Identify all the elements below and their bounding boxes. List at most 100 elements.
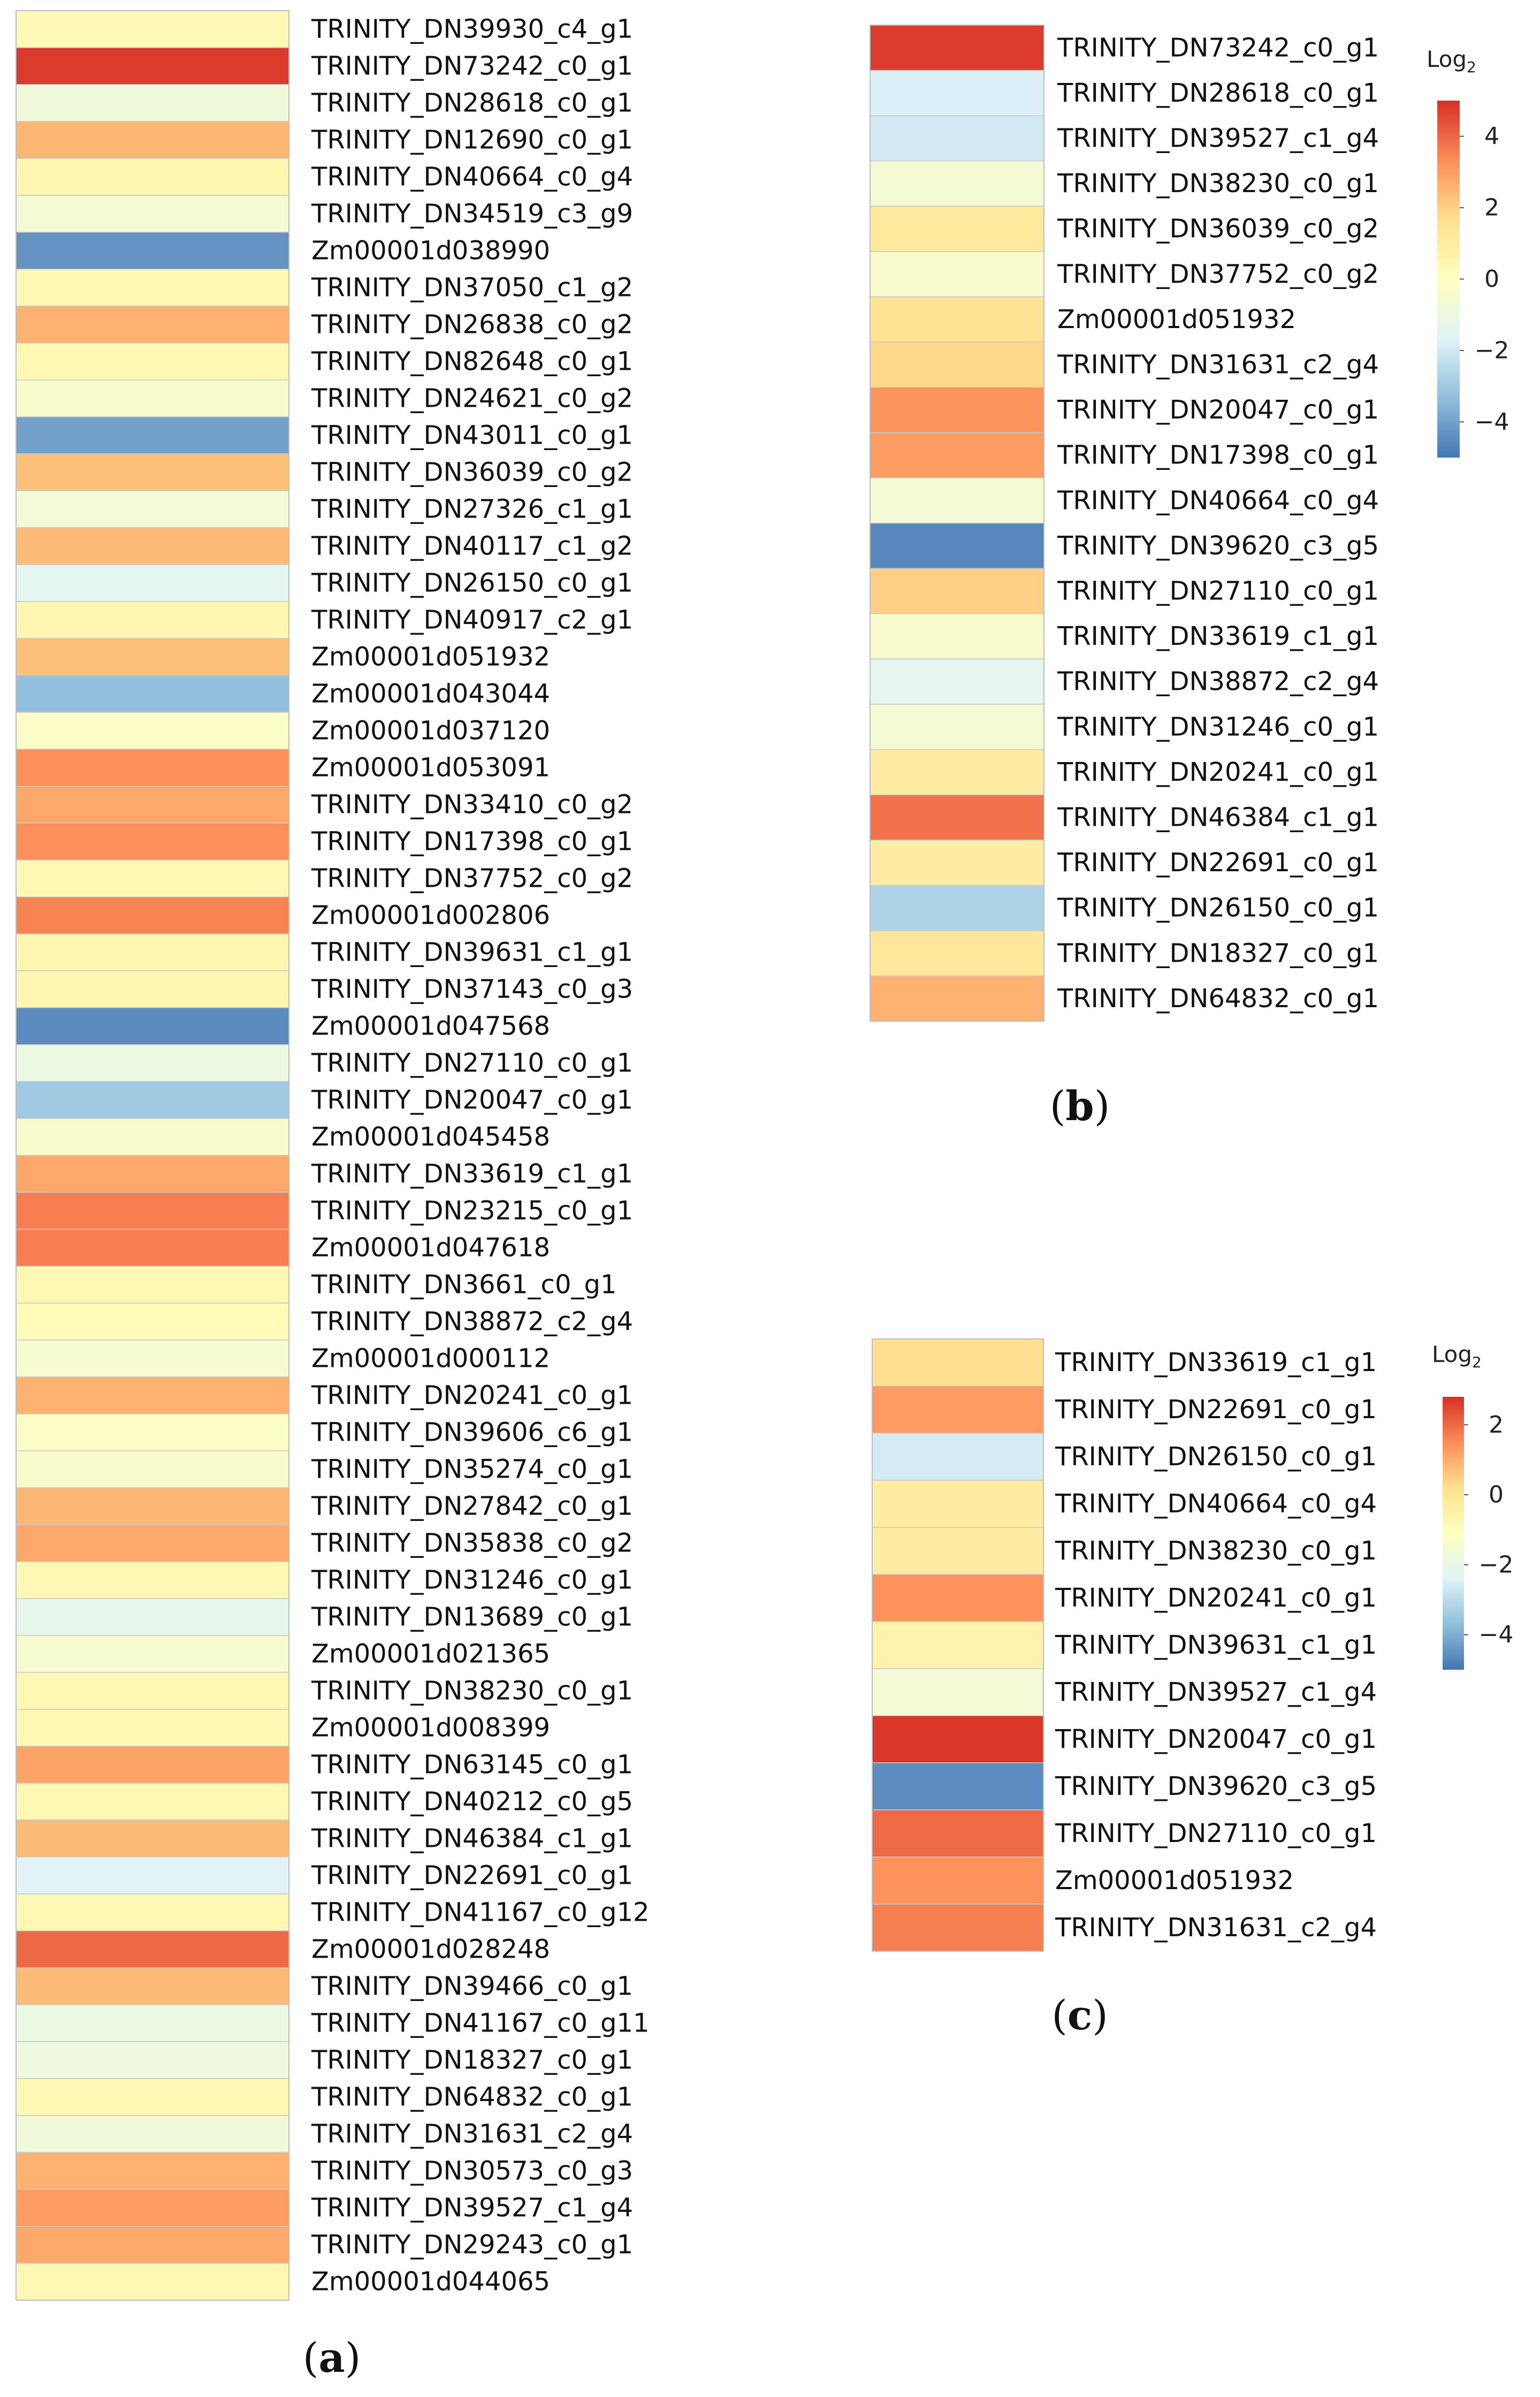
row-label: TRINITY_DN39527_c1_g4 xyxy=(311,2193,633,2223)
heatmap-cell xyxy=(16,158,289,196)
heatmap-cell xyxy=(16,1598,289,1636)
row-label: TRINITY_DN20047_c0_g1 xyxy=(1055,1724,1377,1754)
heatmap-cell xyxy=(16,1893,289,1931)
heatmap-cell xyxy=(870,477,1045,524)
colorbar-tick-label: 0 xyxy=(1489,1481,1504,1509)
row-label: TRINITY_DN18327_c0_g1 xyxy=(1057,938,1379,968)
heatmap-cell xyxy=(16,675,289,713)
row-label: TRINITY_DN35838_c0_g2 xyxy=(311,1528,633,1558)
row-label: TRINITY_DN37050_c1_g2 xyxy=(311,273,633,303)
row-label: TRINITY_DN20047_c0_g1 xyxy=(311,1085,633,1115)
row-label: TRINITY_DN40664_c0_g4 xyxy=(311,162,633,192)
heatmap-border xyxy=(16,10,289,2301)
heatmap-cell xyxy=(16,47,289,85)
row-label: TRINITY_DN28618_c0_g1 xyxy=(311,88,633,118)
row-label: TRINITY_DN26150_c0_g1 xyxy=(311,568,633,598)
heatmap-cell xyxy=(870,794,1045,841)
heatmap-cell xyxy=(16,2189,289,2227)
heatmap-cell xyxy=(16,1044,289,1082)
colorbar-tick-label: 2 xyxy=(1484,194,1499,222)
colorbar-tick-label: −4 xyxy=(1475,408,1509,436)
heatmap-cell xyxy=(16,195,289,233)
row-label: Zm00001d044065 xyxy=(311,2267,550,2297)
heatmap-cell xyxy=(16,1487,289,1525)
row-label: TRINITY_DN63145_c0_g1 xyxy=(311,1750,633,1780)
heatmap-cell xyxy=(16,1450,289,1488)
heatmap-cell xyxy=(16,1266,289,1304)
heatmap-cell xyxy=(16,2152,289,2190)
heatmap-panel-b: TRINITY_DN73242_c0_g1 TRINITY_DN28618_c0_… xyxy=(870,25,1379,1022)
row-label: TRINITY_DN73242_c0_g1 xyxy=(311,51,633,81)
row-label: TRINITY_DN39631_c1_g1 xyxy=(1055,1630,1377,1660)
heatmap-cell xyxy=(870,568,1045,614)
heatmap-cell xyxy=(16,306,289,344)
row-label: TRINITY_DN30573_c0_g3 xyxy=(311,2156,633,2186)
heatmap-cell xyxy=(16,1118,289,1156)
heatmap-cell xyxy=(16,1303,289,1341)
row-label: TRINITY_DN41167_c0_g11 xyxy=(311,2008,650,2038)
row-label: TRINITY_DN36039_c0_g2 xyxy=(311,458,633,488)
row-label: TRINITY_DN20241_c0_g1 xyxy=(1057,757,1379,787)
row-label: Zm00001d028248 xyxy=(311,1935,550,1965)
heatmap-cell xyxy=(870,704,1045,750)
row-label: TRINITY_DN46384_c1_g1 xyxy=(1057,803,1379,833)
heatmap-cell xyxy=(16,121,289,159)
heatmap-cell xyxy=(16,1376,289,1414)
heatmap-panel-c: TRINITY_DN33619_c1_g1 TRINITY_DN22691_c0_… xyxy=(872,1338,1377,1952)
row-label: TRINITY_DN40664_c0_g4 xyxy=(1055,1489,1377,1519)
row-label: TRINITY_DN22691_c0_g1 xyxy=(311,1861,633,1891)
row-label: Zm00001d021365 xyxy=(311,1639,550,1669)
row-label: TRINITY_DN40212_c0_g5 xyxy=(311,1787,633,1817)
heatmap-cell xyxy=(16,416,289,454)
row-label: Zm00001d051932 xyxy=(311,642,550,672)
row-label: Zm00001d047568 xyxy=(311,1011,550,1041)
row-label: TRINITY_DN40917_c2_g1 xyxy=(311,605,633,635)
row-label: TRINITY_DN27110_c0_g1 xyxy=(311,1048,633,1078)
colorbar-tick-label: 0 xyxy=(1484,265,1499,293)
heatmap-cell xyxy=(16,2004,289,2042)
row-label: Zm00001d038990 xyxy=(311,236,550,266)
row-label: TRINITY_DN33619_c1_g1 xyxy=(1057,621,1379,651)
heatmap-cell xyxy=(16,2115,289,2153)
heatmap-cell xyxy=(16,1524,289,1562)
heatmap-cell xyxy=(16,786,289,824)
colorbar-legend-b: Log2 4 2 0 −2 −4 xyxy=(1427,46,1509,458)
row-label: TRINITY_DN3661_c0_g1 xyxy=(311,1270,617,1300)
row-label: TRINITY_DN37143_c0_g3 xyxy=(311,975,633,1005)
row-label: TRINITY_DN31246_c0_g1 xyxy=(1057,712,1379,742)
row-label: Zm00001d051932 xyxy=(1057,305,1296,334)
heatmap-cell xyxy=(16,1340,289,1378)
row-label: TRINITY_DN27842_c0_g1 xyxy=(311,1492,633,1521)
heatmap-cell xyxy=(872,1338,1044,1387)
heatmap-cell xyxy=(870,341,1045,388)
heatmap-cell xyxy=(872,1809,1044,1858)
row-label: TRINITY_DN24621_c0_g2 xyxy=(311,384,633,414)
heatmap-border xyxy=(870,25,1045,1022)
panel-label-c: (c) xyxy=(1051,1991,1108,2039)
heatmap-cell xyxy=(16,1930,289,1968)
row-label: TRINITY_DN39930_c4_g1 xyxy=(311,14,633,44)
heatmap-cell xyxy=(16,1967,289,2005)
row-label: TRINITY_DN20241_c0_g1 xyxy=(311,1381,633,1411)
row-label: TRINITY_DN27110_c0_g1 xyxy=(1057,576,1379,606)
row-label: TRINITY_DN34519_c3_g9 xyxy=(311,199,633,229)
heatmap-cell xyxy=(16,343,289,381)
heatmap-cell xyxy=(16,859,289,897)
heatmap-cell xyxy=(870,387,1045,433)
heatmap-cell xyxy=(872,1386,1044,1434)
row-label: TRINITY_DN39527_c1_g4 xyxy=(1055,1677,1377,1707)
heatmap-cell xyxy=(872,1715,1044,1763)
row-label: TRINITY_DN23215_c0_g1 xyxy=(311,1196,633,1226)
row-label: TRINITY_DN33619_c1_g1 xyxy=(311,1159,633,1189)
heatmap-cell xyxy=(870,206,1045,252)
heatmap-cell xyxy=(870,25,1045,71)
row-label: Zm00001d047618 xyxy=(311,1233,550,1263)
heatmap-cell xyxy=(872,1433,1044,1481)
heatmap-cell xyxy=(16,601,289,639)
heatmap-cell xyxy=(16,2226,289,2264)
heatmap-cell xyxy=(16,749,289,787)
heatmap-cell xyxy=(870,70,1045,116)
row-label: TRINITY_DN40117_c1_g2 xyxy=(311,531,633,561)
heatmap-cell xyxy=(872,1527,1044,1575)
